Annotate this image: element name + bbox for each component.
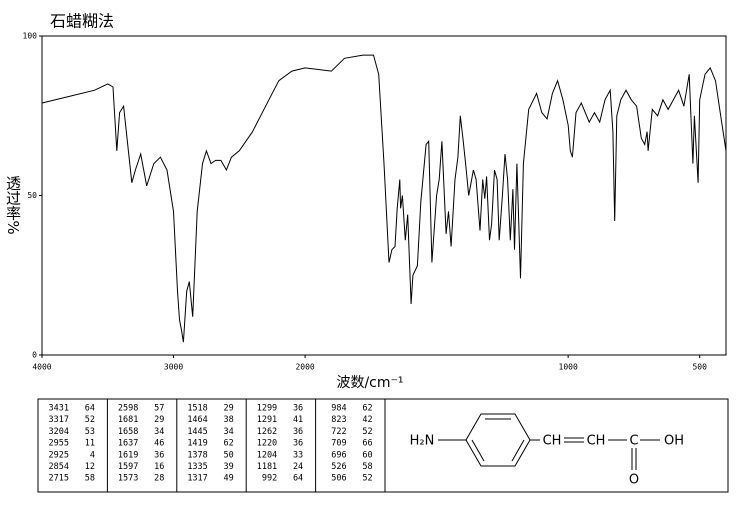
peak-transmittance: 64	[293, 474, 303, 484]
peak-wavenumber: 2715	[49, 474, 69, 484]
peak-transmittance: 29	[154, 415, 164, 425]
peak-transmittance: 66	[362, 439, 372, 449]
x-tick-label: 4000	[32, 363, 51, 372]
peak-wavenumber: 1619	[118, 450, 138, 460]
atom-label: OH	[664, 434, 684, 449]
x-tick-label: 1000	[559, 363, 578, 372]
peak-wavenumber: 2598	[118, 404, 138, 414]
peak-transmittance: 36	[154, 450, 164, 460]
peak-transmittance: 4	[90, 450, 95, 460]
spectrum-line	[41, 54, 727, 343]
peak-transmittance: 58	[85, 474, 95, 484]
peak-wavenumber: 992	[262, 474, 277, 484]
peak-transmittance: 52	[85, 415, 95, 425]
peak-wavenumber: 1181	[257, 462, 277, 472]
peak-wavenumber: 1637	[118, 439, 138, 449]
peak-transmittance: 29	[224, 404, 234, 414]
x-tick-label: 2000	[295, 363, 314, 372]
peak-wavenumber: 526	[331, 462, 346, 472]
peak-transmittance: 53	[85, 427, 95, 437]
peak-transmittance: 36	[293, 427, 303, 437]
peak-transmittance: 12	[85, 462, 95, 472]
peak-wavenumber: 3431	[49, 404, 69, 414]
y-tick-label: 100	[23, 32, 38, 41]
peak-transmittance: 57	[154, 404, 164, 414]
peak-wavenumber: 1445	[187, 427, 207, 437]
peak-transmittance: 62	[362, 404, 372, 414]
peak-transmittance: 52	[362, 427, 372, 437]
peak-transmittance: 64	[85, 404, 95, 414]
peak-transmittance: 24	[293, 462, 303, 472]
atom-label: O	[629, 473, 639, 488]
peak-wavenumber: 1204	[257, 450, 277, 460]
peak-transmittance: 16	[154, 462, 164, 472]
atom-label: H₂N	[410, 434, 435, 449]
benzene-ring	[465, 413, 531, 467]
peak-wavenumber: 722	[331, 427, 346, 437]
peak-wavenumber: 1317	[187, 474, 207, 484]
peak-transmittance: 11	[85, 439, 95, 449]
peak-wavenumber: 1299	[257, 404, 277, 414]
peak-wavenumber: 1464	[187, 415, 207, 425]
structure	[438, 413, 660, 470]
peak-table	[37, 398, 729, 493]
peak-transmittance: 28	[154, 474, 164, 484]
x-tick-label: 3000	[164, 363, 183, 372]
peak-transmittance: 42	[362, 415, 372, 425]
y-axis-label: 透过率%	[4, 175, 22, 234]
chart-title: 石蜡糊法	[50, 12, 114, 31]
peak-wavenumber: 1597	[118, 462, 138, 472]
peak-transmittance: 38	[224, 415, 234, 425]
peak-wavenumber: 2925	[49, 450, 69, 460]
peak-wavenumber: 2854	[49, 462, 69, 472]
atom-label: CH	[587, 434, 606, 449]
x-tick-label: 500	[692, 363, 707, 372]
peak-transmittance: 58	[362, 462, 372, 472]
ring-double-bond	[511, 439, 525, 462]
peak-transmittance: 34	[154, 427, 164, 437]
y-tick-label: 50	[27, 191, 37, 200]
peak-wavenumber: 823	[331, 415, 346, 425]
peak-transmittance: 52	[362, 474, 372, 484]
peak-wavenumber: 1573	[118, 474, 138, 484]
peak-transmittance: 46	[154, 439, 164, 449]
peak-wavenumber: 1262	[257, 427, 277, 437]
peak-wavenumber: 3317	[49, 415, 69, 425]
peak-wavenumber: 984	[331, 404, 346, 414]
peak-wavenumber: 2955	[49, 439, 69, 449]
peak-wavenumber: 3204	[49, 427, 69, 437]
peak-transmittance: 49	[224, 474, 234, 484]
peak-wavenumber: 696	[331, 450, 346, 460]
peak-transmittance: 62	[224, 439, 234, 449]
x-axis-label: 波数/cm⁻¹	[336, 375, 403, 391]
peak-wavenumber: 1658	[118, 427, 138, 437]
atom-label: CH	[543, 434, 562, 449]
peak-transmittance: 36	[293, 404, 303, 414]
peak-transmittance: 36	[293, 439, 303, 449]
peak-wavenumber: 1378	[187, 450, 207, 460]
peak-transmittance: 60	[362, 450, 372, 460]
table-frame	[37, 398, 729, 493]
peak-wavenumber: 1220	[257, 439, 277, 449]
peak-transmittance: 39	[224, 462, 234, 472]
peak-wavenumber: 1419	[187, 439, 207, 449]
peak-wavenumber: 1335	[187, 462, 207, 472]
y-tick-label: 0	[32, 351, 37, 360]
peak-transmittance: 41	[293, 415, 303, 425]
peak-wavenumber: 1291	[257, 415, 277, 425]
peak-transmittance: 34	[224, 427, 234, 437]
ring-double-bond	[471, 439, 485, 462]
peak-wavenumber: 1681	[118, 415, 138, 425]
peak-transmittance: 33	[293, 450, 303, 460]
plot-frame	[41, 35, 727, 356]
peak-wavenumber: 1518	[187, 404, 207, 414]
peak-wavenumber: 506	[331, 474, 346, 484]
atom-label: C	[629, 434, 638, 449]
peak-transmittance: 50	[224, 450, 234, 460]
peak-wavenumber: 709	[331, 439, 346, 449]
